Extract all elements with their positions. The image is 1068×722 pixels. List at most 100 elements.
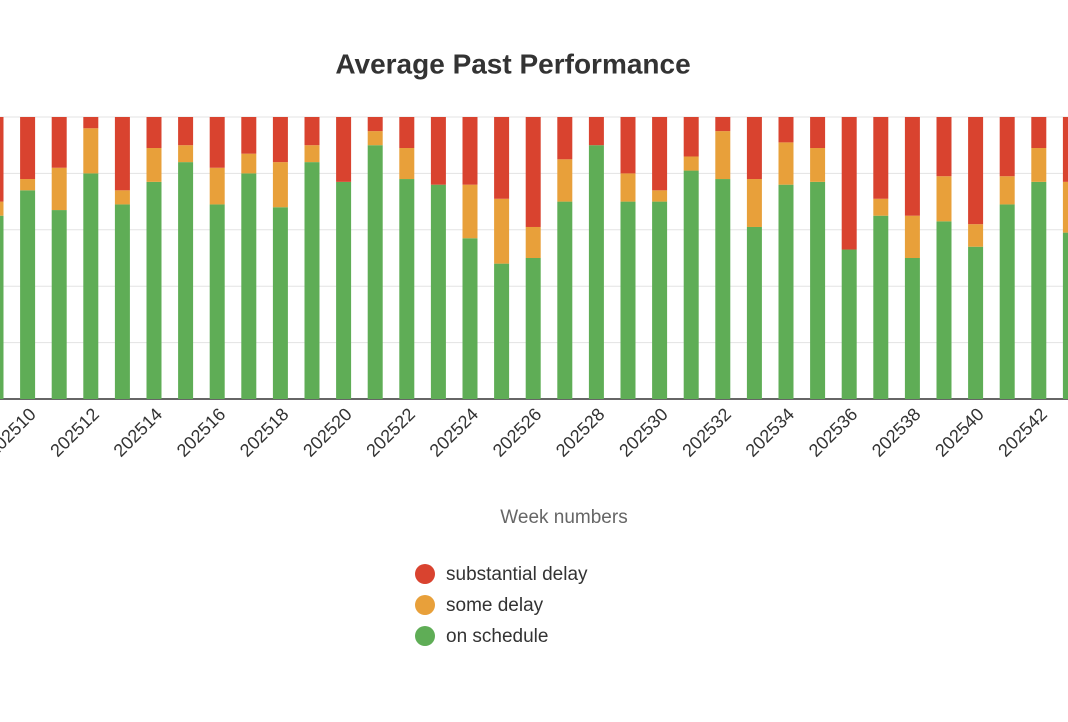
bar-segment — [241, 117, 257, 154]
bar-segment — [1062, 232, 1068, 399]
x-tick-label: 202542 — [994, 404, 1051, 461]
bar-segment — [620, 201, 636, 399]
bar-segment — [462, 238, 478, 399]
bar-segment — [178, 145, 194, 163]
bar-segment — [0, 201, 4, 216]
bar-segment — [462, 184, 478, 239]
x-tick-label: 202540 — [931, 404, 988, 461]
x-tick-label: 202510 — [0, 404, 40, 461]
bar-segment — [525, 117, 541, 227]
bar-segment — [146, 181, 162, 399]
bar-segment — [810, 181, 826, 399]
bar-segment — [399, 148, 415, 180]
bar-segment — [841, 117, 857, 250]
bar-segment — [936, 221, 952, 399]
bar-segment — [746, 117, 762, 180]
chart-title: Average Past Performance — [335, 48, 690, 79]
bar-segment — [336, 117, 352, 182]
bar-segment — [178, 162, 194, 399]
bar-segment — [51, 167, 67, 211]
bar-segment — [999, 204, 1015, 399]
bar-segment — [873, 215, 889, 399]
bar-segment — [272, 117, 288, 163]
bar-segment — [904, 258, 920, 399]
bar-segment — [399, 117, 415, 149]
bar-segment — [209, 167, 225, 205]
bar-segment — [999, 117, 1015, 177]
bar-segment — [1062, 117, 1068, 182]
x-tick-label: 202530 — [615, 404, 672, 461]
bar-segment — [557, 201, 573, 399]
bar-segment — [83, 128, 99, 174]
bar-segment — [83, 173, 99, 399]
x-tick-label: 202532 — [678, 404, 735, 461]
bar-segment — [652, 117, 668, 191]
bar-segment — [652, 190, 668, 202]
bar-segment — [936, 117, 952, 177]
bar-segment — [968, 246, 984, 399]
bar-segment — [399, 179, 415, 399]
x-tick-label: 202534 — [742, 404, 799, 461]
bar-segment — [810, 117, 826, 149]
bar-segment — [683, 170, 699, 399]
bar-segment — [146, 117, 162, 149]
bar-segment — [430, 117, 446, 185]
bar-segment — [0, 117, 4, 202]
bar-segment — [336, 181, 352, 399]
x-axis-title: Week numbers — [500, 507, 627, 528]
bar-segment — [525, 226, 541, 258]
bar-segment — [114, 117, 130, 191]
bar-segment — [114, 204, 130, 399]
bar-segment — [968, 224, 984, 247]
legend-label: some delay — [446, 595, 544, 616]
x-tick-label: 202536 — [805, 404, 862, 461]
x-tick-label: 202514 — [110, 404, 167, 461]
bar-segment — [1031, 181, 1047, 399]
bar-segment — [746, 179, 762, 227]
bar-segment — [873, 117, 889, 199]
x-tick-label: 202528 — [552, 404, 609, 461]
bar-segment — [778, 184, 794, 399]
bar-segment — [1062, 181, 1068, 233]
bar-segment — [557, 117, 573, 160]
bar-segment — [146, 148, 162, 182]
bar-segment — [430, 184, 446, 399]
bar-segment — [367, 117, 383, 132]
bar-segment — [1031, 148, 1047, 182]
bar-segment — [114, 190, 130, 205]
bar-segment — [778, 142, 794, 185]
x-tick-label: 202522 — [362, 404, 419, 461]
bar-segment — [51, 117, 67, 168]
bar-segment — [1031, 117, 1047, 149]
bar-segment — [494, 198, 510, 264]
bar-segment — [873, 198, 889, 216]
legend-marker — [415, 564, 435, 584]
bar-segment — [715, 179, 731, 399]
bar-segment — [620, 117, 636, 174]
bar-segment — [841, 249, 857, 399]
bar-segment — [241, 173, 257, 399]
bar-segment — [272, 207, 288, 399]
bar-segment — [304, 162, 320, 399]
bar-segment — [620, 173, 636, 202]
bar-segment — [715, 131, 731, 180]
bar-segment — [20, 179, 36, 191]
bar-segment — [904, 117, 920, 216]
bar-segment — [778, 117, 794, 143]
bar-segment — [209, 117, 225, 168]
bar-segment — [304, 145, 320, 163]
bar-segment — [904, 215, 920, 258]
bar-segment — [525, 258, 541, 399]
bar-segment — [810, 148, 826, 182]
bar-segment — [0, 215, 4, 399]
bar-segment — [209, 204, 225, 399]
bar-segment — [588, 117, 604, 146]
bar-segment — [557, 159, 573, 202]
legend-label: substantial delay — [446, 564, 588, 585]
legend-marker — [415, 595, 435, 615]
x-tick-label: 202538 — [868, 404, 925, 461]
x-tick-label: 202518 — [236, 404, 293, 461]
x-tick-label: 202520 — [299, 404, 356, 461]
bar-segment — [83, 117, 99, 129]
